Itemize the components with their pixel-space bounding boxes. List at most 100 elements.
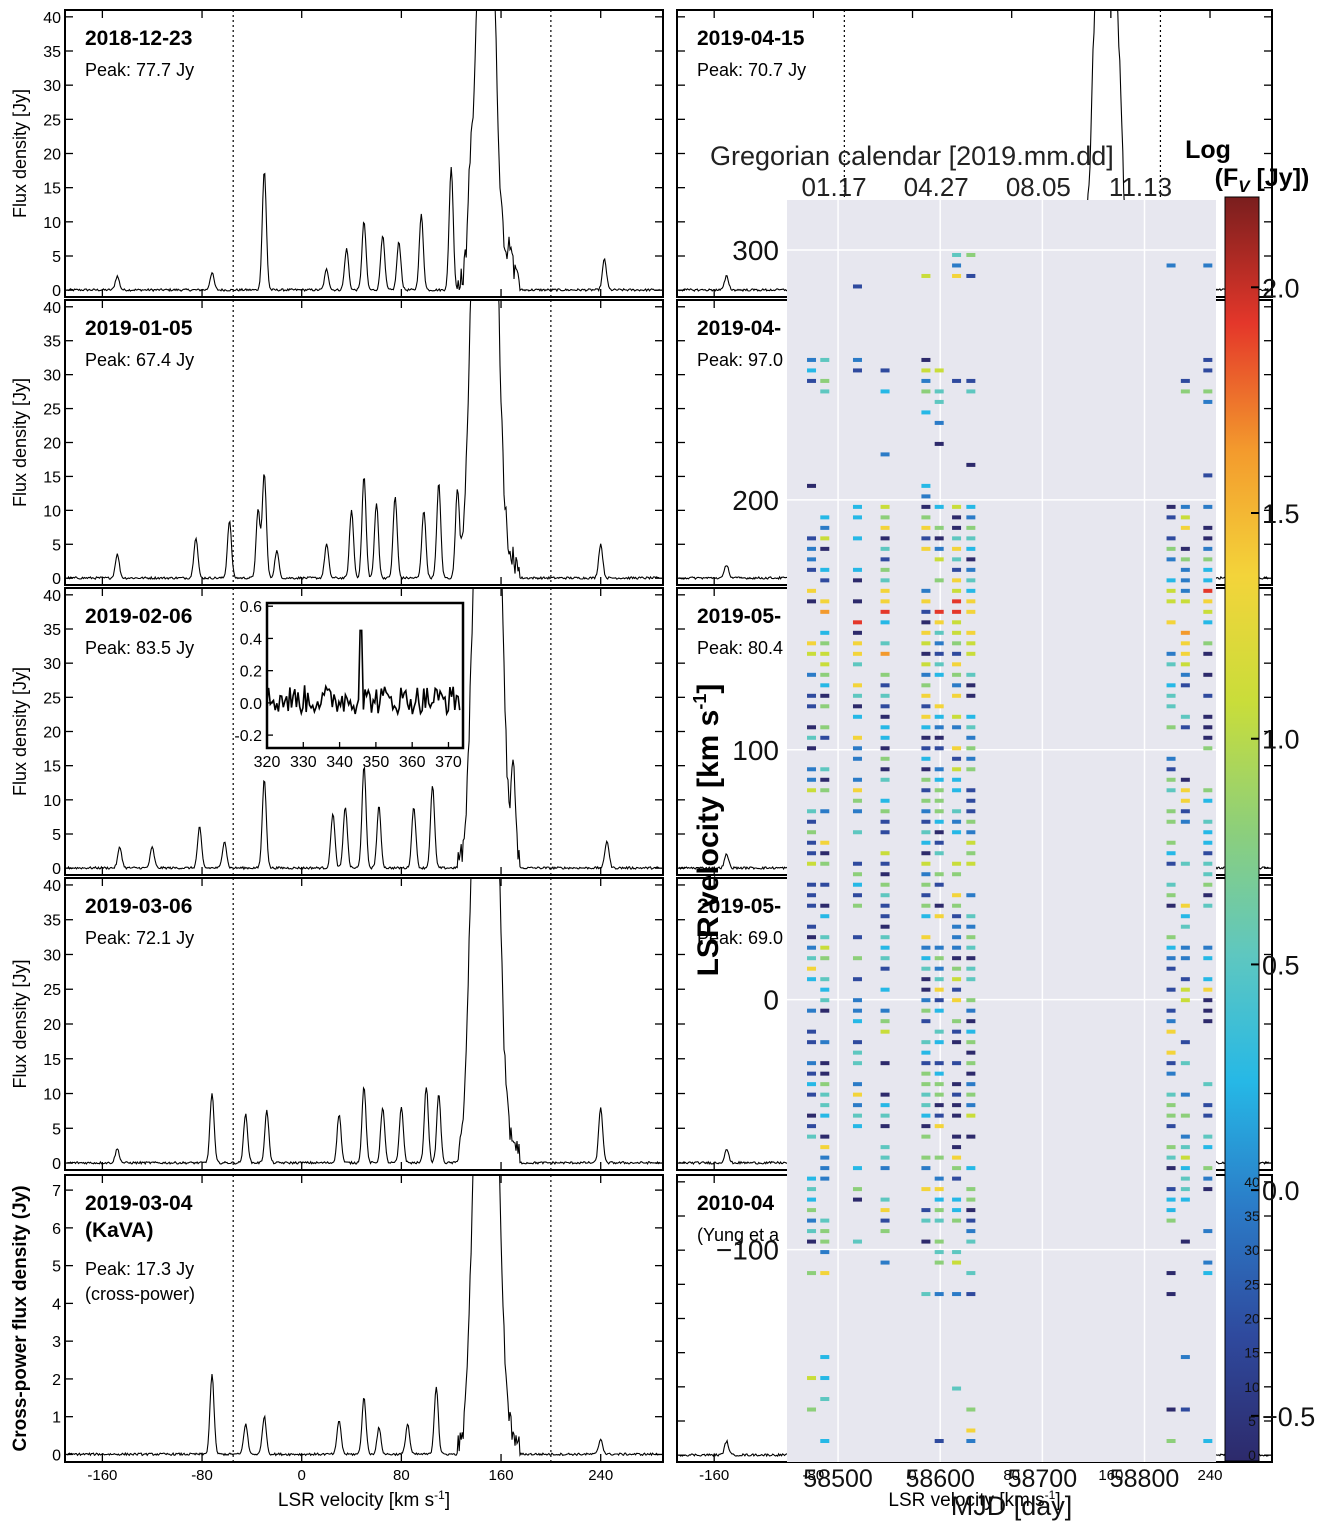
heatmap-cell: [807, 1082, 817, 1087]
heatmap-cell: [1203, 504, 1213, 509]
peak-label: Peak: 97.0: [697, 350, 783, 370]
heatmap-cell: [852, 977, 862, 982]
heatmap-cell: [1203, 987, 1213, 992]
heatmap-cell: [1166, 1061, 1176, 1066]
panel-frame: [64, 9, 664, 298]
heatmap-cell: [934, 830, 944, 835]
heatmap-cell: [921, 389, 931, 394]
y-tick-label: 1: [52, 1410, 61, 1427]
heatmap-cell: [807, 1197, 817, 1202]
heatmap-cell: [966, 515, 976, 520]
heatmap-cell: [1180, 1239, 1190, 1244]
heatmap-cell: [934, 819, 944, 824]
heatmap-cell: [880, 725, 890, 730]
heatmap-cell: [852, 809, 862, 814]
heatmap-cell: [852, 651, 862, 656]
y-tick-label: 40: [43, 10, 61, 27]
heatmap-cell: [934, 977, 944, 982]
y-tick-label: 0: [52, 1447, 61, 1464]
heatmap-cell: [820, 567, 830, 572]
heatmap-x-tick-label: 58500: [803, 1465, 873, 1493]
inner-tick-label: 40: [1244, 1174, 1260, 1190]
heatmap-cell: [820, 1355, 830, 1360]
heatmap-cell: [921, 1155, 931, 1160]
heatmap-cell: [934, 1187, 944, 1192]
heatmap-cell: [880, 935, 890, 940]
heatmap-cell: [1166, 861, 1176, 866]
heatmap-cell: [820, 525, 830, 530]
heatmap-cell: [934, 441, 944, 446]
heatmap-cell: [880, 914, 890, 919]
heatmap-cell: [1203, 714, 1213, 719]
heatmap-cell: [1203, 525, 1213, 530]
heatmap-x-tick-label: 58600: [905, 1465, 975, 1493]
heatmap-cell: [807, 1239, 817, 1244]
heatmap-cell: [1203, 651, 1213, 656]
heatmap-cell: [807, 1187, 817, 1192]
heatmap-cell: [921, 1208, 931, 1213]
heatmap-cell: [1180, 1355, 1190, 1360]
heatmap-cell: [1166, 882, 1176, 887]
heatmap-cell: [820, 777, 830, 782]
heatmap-cell: [807, 599, 817, 604]
heatmap-cell: [934, 746, 944, 751]
heatmap-cell: [952, 630, 962, 635]
y-tick-label: 35: [43, 913, 61, 930]
heatmap-cell: [966, 1134, 976, 1139]
y-tick-label: 35: [43, 334, 61, 351]
peak-label: Peak: 70.7 Jy: [697, 60, 806, 80]
heatmap-cell: [934, 1040, 944, 1045]
heatmap-cell: [934, 620, 944, 625]
heatmap-cell: [921, 851, 931, 856]
heatmap-cell: [1180, 945, 1190, 950]
heatmap-cell: [966, 1407, 976, 1412]
heatmap-cell: [966, 1061, 976, 1066]
heatmap-cell: [921, 1134, 931, 1139]
heatmap-cell: [921, 746, 931, 751]
heatmap-cell: [1180, 998, 1190, 1003]
heatmap-cell: [921, 1019, 931, 1024]
heatmap-cell: [934, 1113, 944, 1118]
heatmap-cell: [820, 1061, 830, 1066]
heatmap-cell: [852, 882, 862, 887]
heatmap-cell: [820, 357, 830, 362]
heatmap-cell: [966, 462, 976, 467]
heatmap-cell: [1203, 588, 1213, 593]
heatmap-cell: [807, 1218, 817, 1223]
heatmap-cell: [934, 651, 944, 656]
heatmap-cell: [934, 914, 944, 919]
heatmap-x-tick-label: 58700: [1008, 1465, 1078, 1493]
heatmap-cell: [966, 809, 976, 814]
heatmap-cell: [934, 662, 944, 667]
heatmap-cell: [880, 1113, 890, 1118]
heatmap-cell: [966, 893, 976, 898]
heatmap-cell: [934, 368, 944, 373]
heatmap-cell: [1203, 746, 1213, 751]
inset-x-tick-label: 340: [326, 754, 353, 771]
panel-date-label: 2019-05-: [697, 605, 781, 628]
heatmap-cell: [1203, 693, 1213, 698]
heatmap-cell: [807, 1040, 817, 1045]
heatmap-cell: [1166, 1145, 1176, 1150]
heatmap-cell: [1166, 767, 1176, 772]
y-tick-label: 25: [43, 402, 61, 419]
heatmap-cell: [952, 998, 962, 1003]
inset-x-tick-label: 370: [435, 754, 462, 771]
heatmap-cell: [807, 903, 817, 908]
peak-label: Peak: 77.7 Jy: [85, 60, 194, 80]
panel-date-label: 2019-03-04: [85, 1192, 193, 1215]
heatmap-cell: [921, 693, 931, 698]
heatmap-cell: [1203, 1439, 1213, 1444]
heatmap-cell: [921, 1050, 931, 1055]
heatmap-cell: [1203, 546, 1213, 551]
heatmap-cell: [852, 567, 862, 572]
heatmap-cell: [820, 599, 830, 604]
heatmap-cell: [1166, 1092, 1176, 1097]
heatmap-x-axis-label: MJD [day]: [951, 1491, 1073, 1521]
heatmap-cell: [1180, 1113, 1190, 1118]
heatmap-cell: [966, 840, 976, 845]
heatmap-cell: [1180, 924, 1190, 929]
heatmap-cell: [1180, 683, 1190, 688]
heatmap-cell: [852, 893, 862, 898]
y-tick-label: 20: [43, 1017, 61, 1034]
